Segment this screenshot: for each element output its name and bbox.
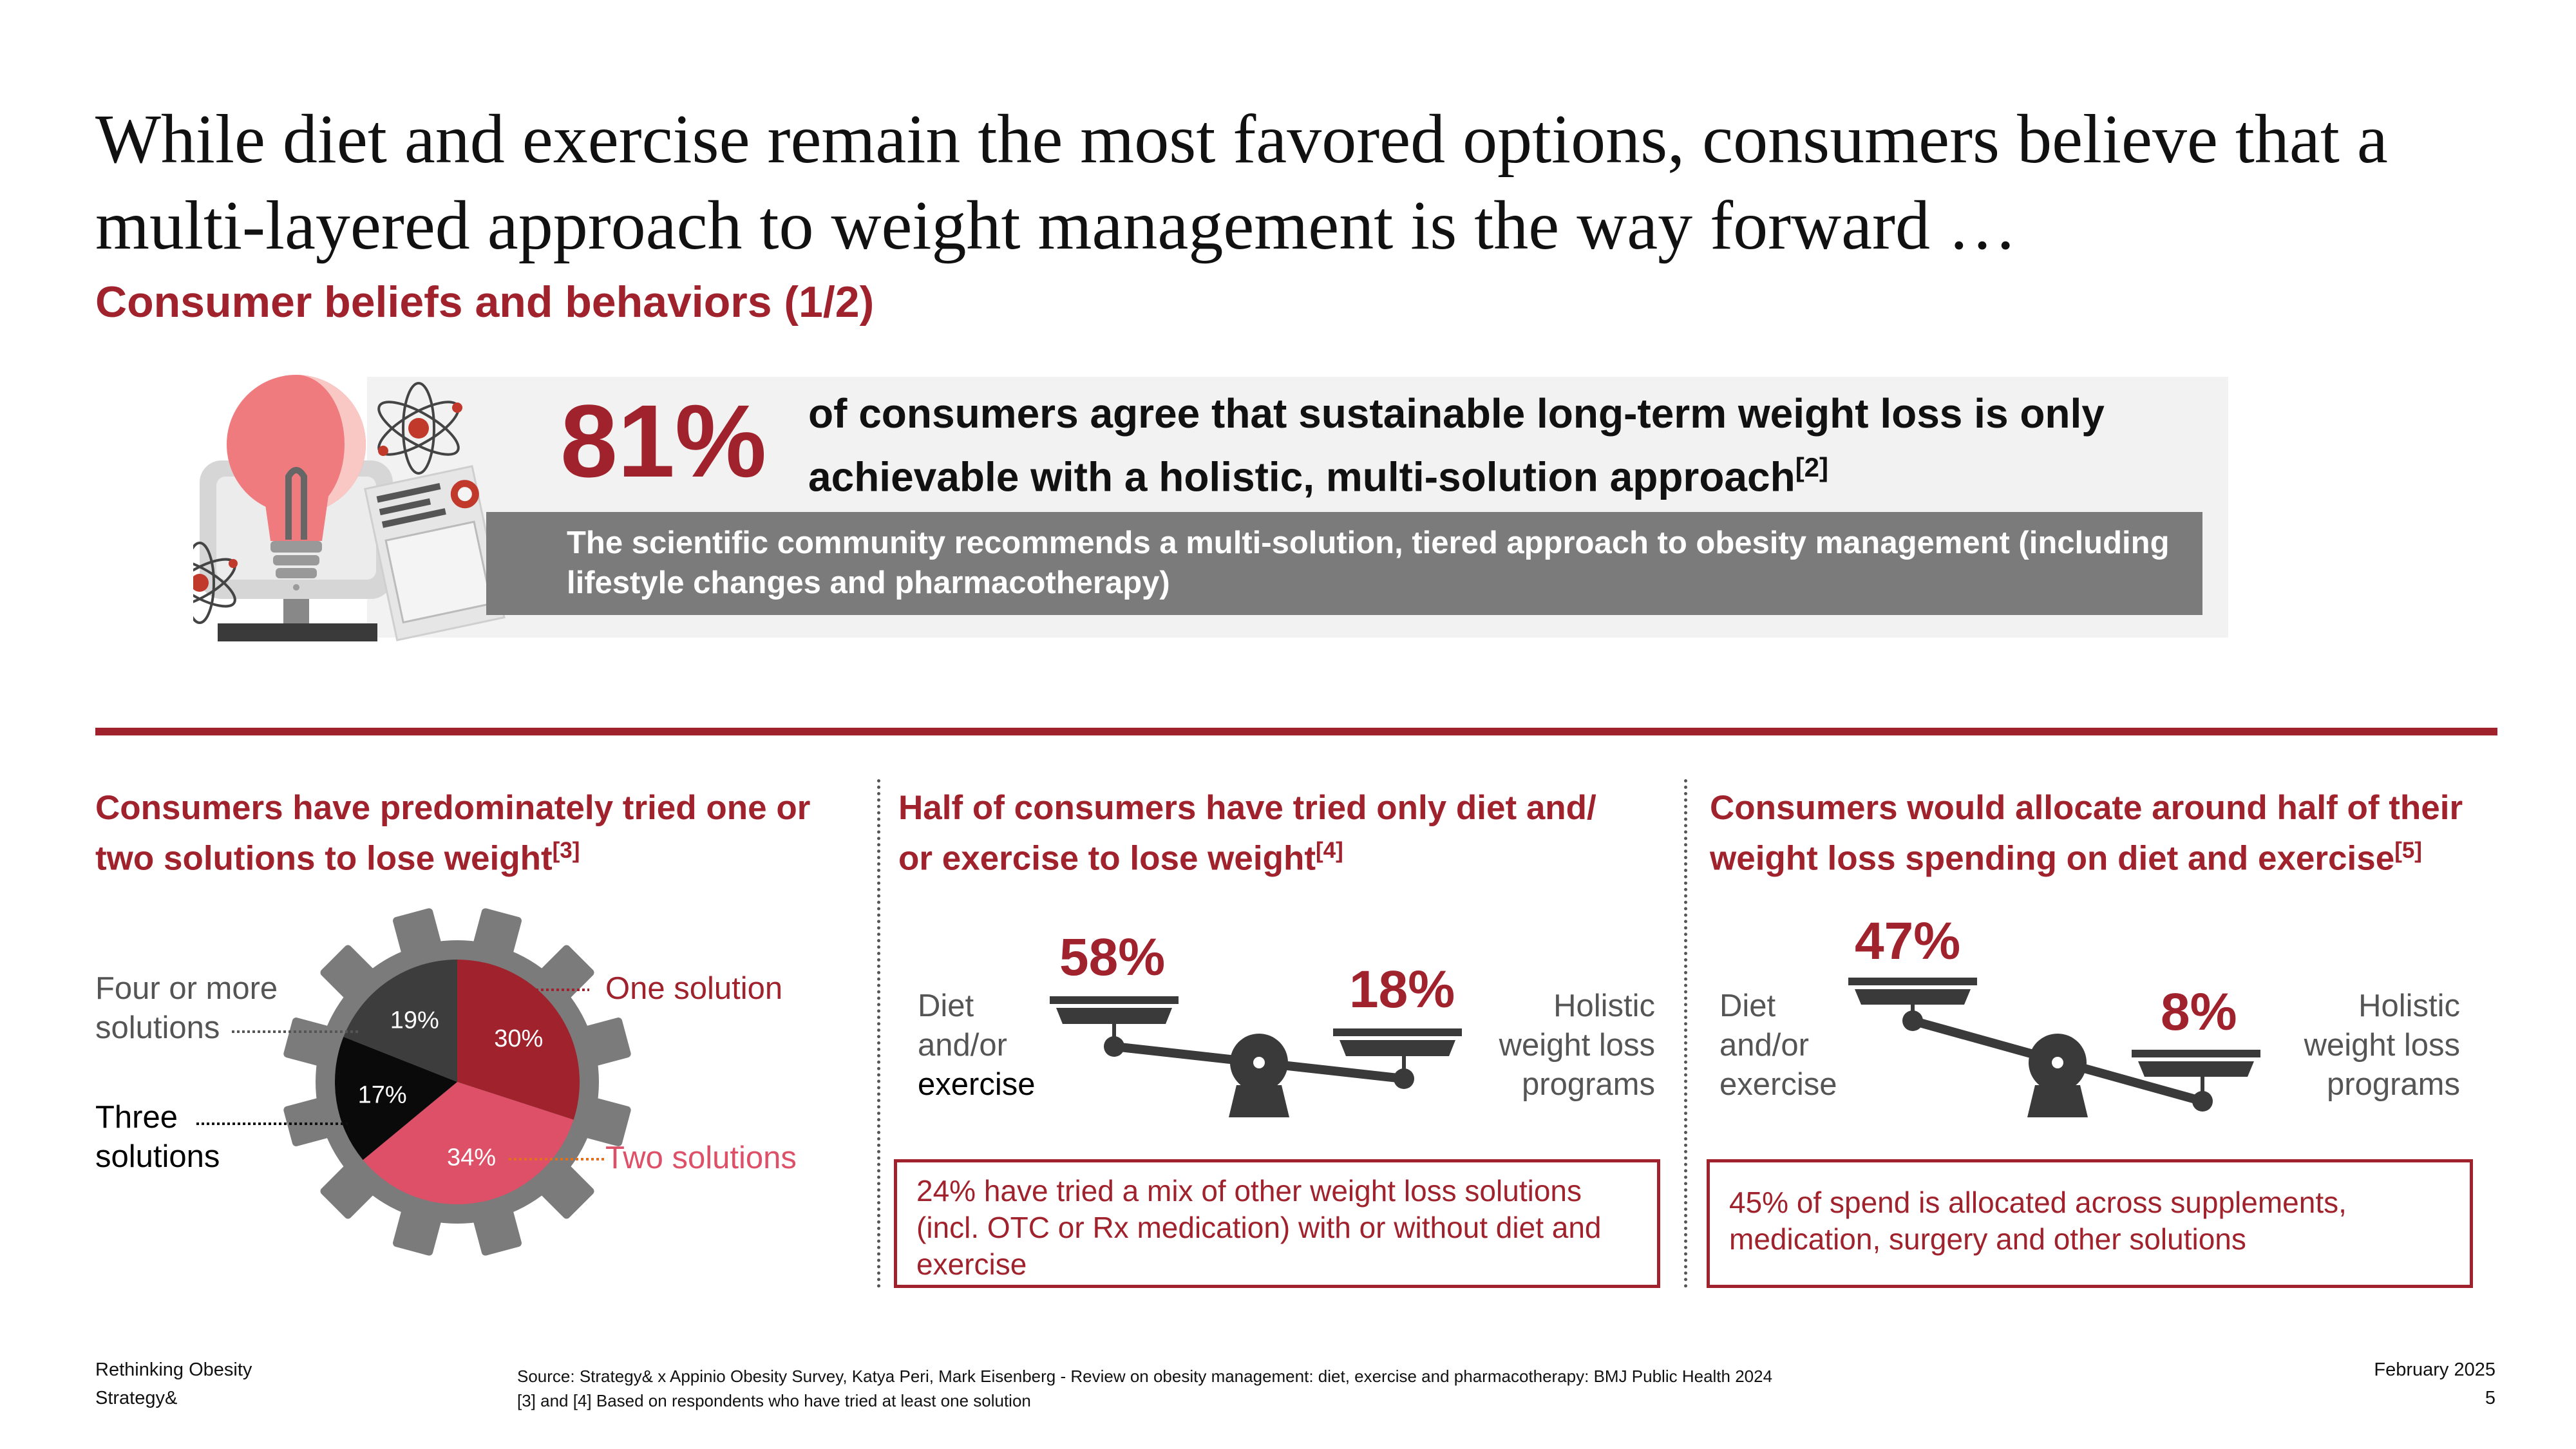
pie-value-label: 30% [494, 1025, 543, 1052]
footer-date: February 2025 [2374, 1359, 2496, 1380]
scale-2-left-label: Diet and/or exercise [918, 987, 1046, 1104]
scale-2-left-label-line1: Diet and/or [918, 989, 1007, 1063]
footnote-ref: [4] [1316, 838, 1343, 863]
lightbulb-icon [227, 375, 366, 578]
headline-stat: 81% [560, 383, 767, 498]
scale-3-left-label: Diet and/or exercise [1719, 989, 1837, 1102]
pie-slice-four-or-more-solutions [343, 960, 457, 1082]
label-two: Two solutions [605, 1141, 797, 1175]
section-3-title: Consumers would allocate around half of … [1710, 787, 2515, 880]
source-line-1: Source: Strategy& x Appinio Obesity Surv… [517, 1367, 1773, 1386]
pie-value-label: 19% [390, 1007, 439, 1034]
scientific-note: The scientific community recommends a mu… [567, 526, 2170, 600]
solutions-gear-pie-chart: 30% 34% 17% 19% [283, 908, 631, 1256]
scale-2-right-value: 18% [1349, 960, 1455, 1019]
column-divider [1684, 779, 1687, 1288]
page-number: 5 [2485, 1388, 2496, 1408]
scientific-note-bar [486, 512, 2202, 615]
section-2-title-text: Half of consumers have tried only diet a… [898, 789, 1596, 878]
pie-value-label: 34% [447, 1144, 496, 1171]
headline-statement: of consumers agree that sustainable long… [808, 386, 2161, 504]
footer-left: Rethinking Obesity Strategy& [95, 1356, 252, 1412]
scale-2-right-label: Holistic weight loss programs [1499, 989, 1655, 1102]
label-four-or-more: Four or more solutions [95, 971, 278, 1045]
section-divider [95, 728, 2497, 735]
label-one: One solution [605, 971, 783, 1006]
atom-icon [193, 542, 238, 624]
section-2-title: Half of consumers have tried only diet a… [898, 787, 1639, 880]
footer-sources: Source: Strategy& x Appinio Obesity Surv… [517, 1364, 2256, 1413]
scale-3-right-value: 8% [2161, 983, 2237, 1041]
footer-doc-name: Rethinking Obesity [95, 1359, 252, 1380]
label-three: Three solutions [95, 1100, 220, 1174]
pie-slice-one-solution [457, 960, 580, 1120]
pie-slice-two-solutions [363, 1082, 574, 1204]
footnote-ref: [3] [552, 838, 580, 863]
section-3-note-box: 45% of spend is allocated across supplem… [1707, 1159, 2473, 1288]
section-2-note-box: 24% have tried a mix of other weight los… [894, 1159, 1660, 1288]
footnote-ref: [5] [2394, 838, 2422, 863]
section-1-title: Consumers have predominately tried one o… [95, 787, 823, 880]
atom-icon [377, 382, 462, 475]
footer-right: February 2025 5 [2254, 1356, 2496, 1412]
scale-icon [1050, 996, 1462, 1117]
document-icon [364, 465, 506, 641]
column-divider [877, 779, 880, 1288]
footer-brand: Strategy& [95, 1388, 178, 1408]
pie-slice-three-solutions [335, 1037, 457, 1160]
section-3-title-text: Consumers would allocate around half of … [1710, 789, 2463, 878]
headline-statement-text: of consumers agree that sustainable long… [808, 390, 2105, 500]
scale-3-icon [1848, 978, 2260, 1117]
source-line-2: [3] and [4] Based on respondents who hav… [517, 1391, 1031, 1410]
scale-3-right-label: Holistic weight loss programs [2304, 989, 2460, 1102]
scale-2-left-label-line2: exercise [918, 1067, 1036, 1102]
page-subtitle: Consumer beliefs and behaviors (1/2) [95, 278, 875, 327]
scale-icon [1848, 978, 2260, 1117]
footnote-ref: [2] [1795, 452, 1829, 482]
idea-illustration [193, 375, 506, 641]
scale-2-icon [1050, 996, 1462, 1117]
section-1-title-text: Consumers have predominately tried one o… [95, 789, 811, 878]
scale-2-left-value: 58% [1059, 928, 1166, 987]
pie-value-label: 17% [358, 1081, 407, 1108]
page-title: While diet and exercise remain the most … [95, 101, 2388, 264]
scale-3-left-value: 47% [1855, 912, 1961, 971]
